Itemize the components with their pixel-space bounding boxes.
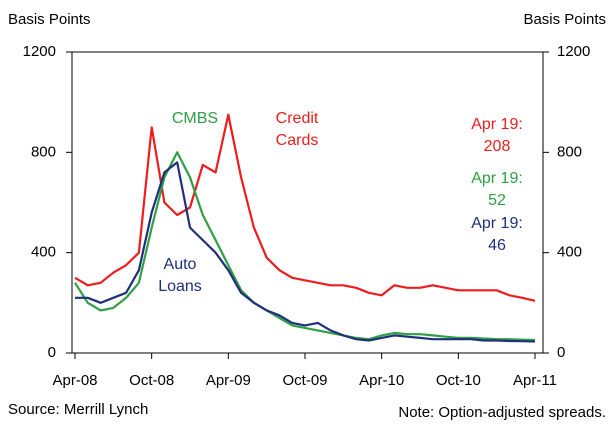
y2-tick-label: 800: [557, 143, 582, 160]
x-tick-label: Apr-09: [206, 372, 251, 389]
end-label: Apr 19:: [471, 170, 523, 187]
y-axis-label: Basis Points: [8, 11, 91, 28]
plot-frame: [71, 51, 544, 354]
x-tick-label: Oct-10: [436, 372, 481, 389]
series-line: [74, 151, 536, 342]
series-line: [75, 161, 536, 343]
y-tick-label: 1200: [23, 43, 56, 60]
end-label: Apr 19:: [471, 215, 523, 232]
end-label: Apr 19:: [471, 116, 523, 133]
y2-axis-label: Basis Points: [523, 11, 606, 28]
y-tick-label: 0: [48, 344, 56, 361]
series-label: Credit Cards: [275, 110, 319, 149]
end-value: 46: [488, 237, 506, 254]
x-tick-label: Oct-09: [282, 372, 327, 389]
x-tick-label: Apr-08: [52, 372, 97, 389]
end-value: 52: [488, 192, 506, 209]
y-tick-label: 800: [31, 143, 56, 160]
series-label: CMBS: [171, 110, 219, 127]
y2-tick-label: 0: [557, 344, 565, 361]
end-value: 208: [483, 138, 511, 155]
y2-tick-label: 400: [557, 244, 582, 261]
x-tick-label: Apr-11: [513, 372, 557, 389]
series-line: [74, 113, 536, 302]
x-tick-label: Apr-10: [359, 372, 404, 389]
series-label: Auto Loans: [158, 256, 202, 295]
y2-tick-label: 1200: [557, 43, 590, 60]
note: Note: Option-adjusted spreads.: [398, 404, 606, 421]
x-tick-label: Oct-08: [129, 372, 174, 389]
source: Source: Merrill Lynch: [8, 401, 148, 418]
y-tick-label: 400: [31, 244, 56, 261]
